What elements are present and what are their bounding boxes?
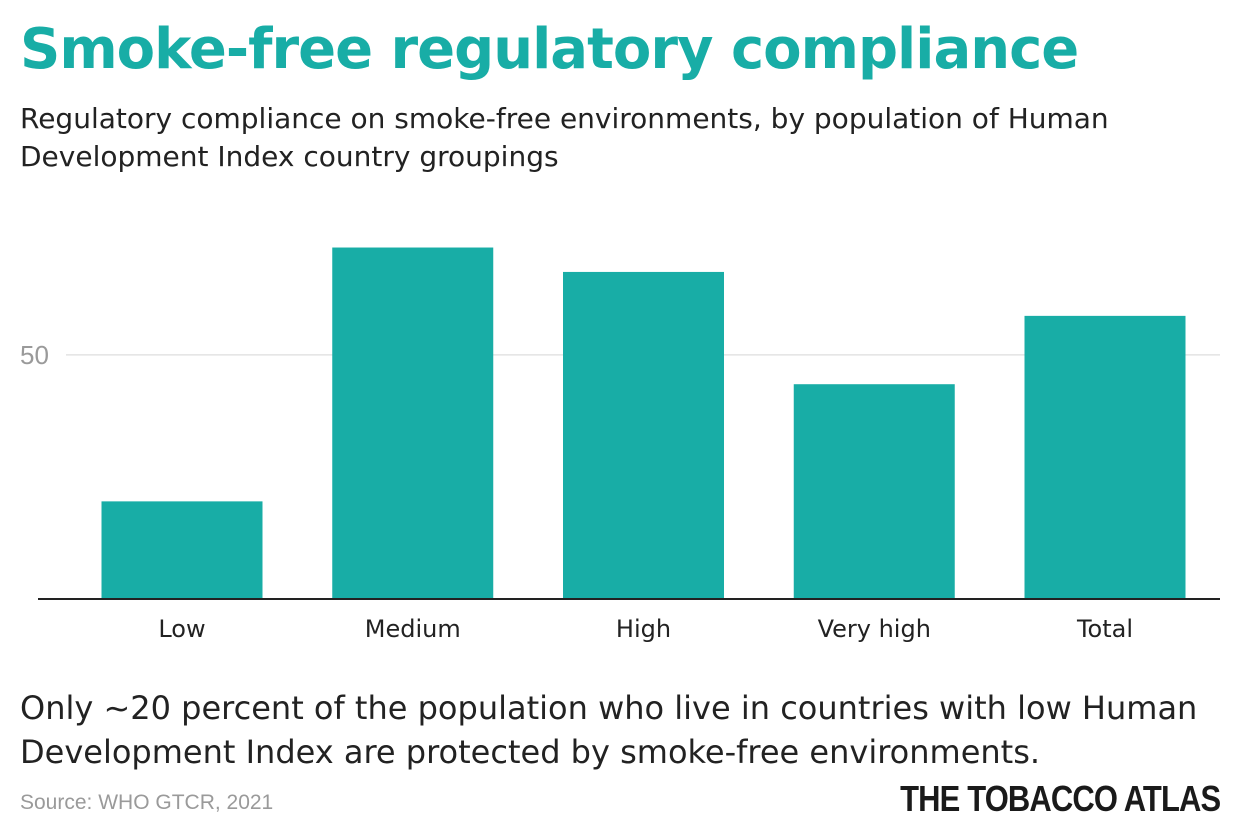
x-tick-label: Very high <box>818 615 931 643</box>
chart-title: Smoke-free regulatory compliance <box>20 17 1079 82</box>
x-axis-labels: Low Medium High Very high Total <box>158 615 1133 643</box>
x-tick-label: Total <box>1076 615 1133 643</box>
bars <box>101 247 1186 600</box>
source-note: Source: WHO GTCR, 2021 <box>20 791 274 814</box>
bar <box>1024 315 1186 599</box>
bar <box>332 247 494 600</box>
chart-subtitle: Regulatory compliance on smoke-free envi… <box>20 102 1109 173</box>
chart-caption: Only ~20 percent of the population who l… <box>20 689 1198 771</box>
y-tick-label: 50 <box>20 340 49 370</box>
x-tick-label: Medium <box>365 615 461 643</box>
bar <box>563 271 724 599</box>
bar <box>793 384 955 599</box>
x-tick-label: High <box>616 615 671 643</box>
bar <box>101 501 263 599</box>
brand-logo: THE TOBACCO ATLAS <box>899 778 1221 819</box>
bar-chart: 50 Low Medium High Very high Total <box>20 247 1220 643</box>
x-tick-label: Low <box>158 615 205 643</box>
